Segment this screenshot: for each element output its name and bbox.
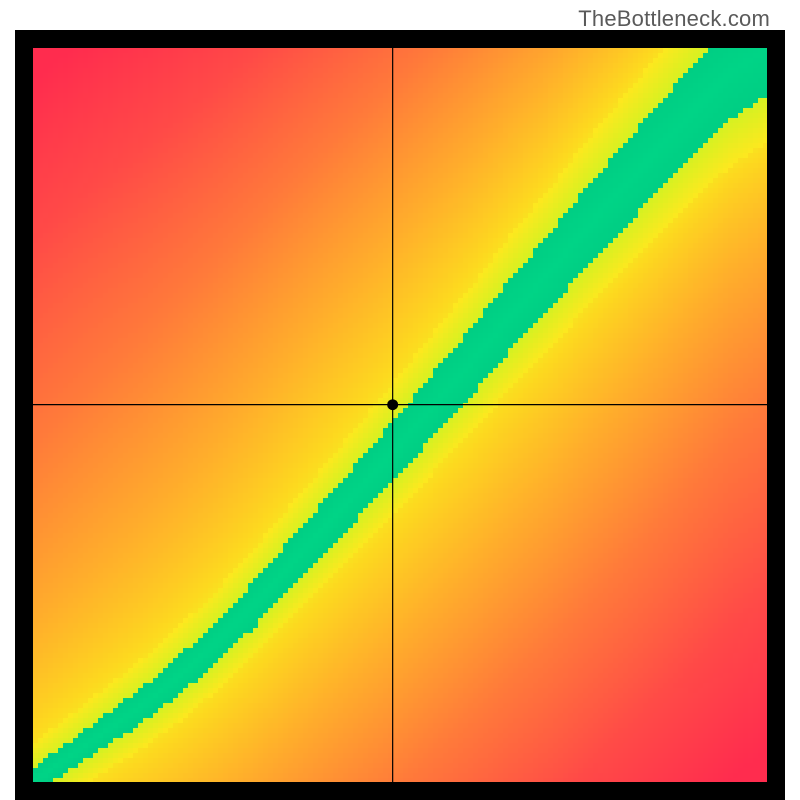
heatmap-canvas bbox=[15, 30, 785, 800]
heatmap-plot bbox=[15, 30, 785, 800]
chart-container: TheBottleneck.com bbox=[0, 0, 800, 800]
watermark-text: TheBottleneck.com bbox=[578, 6, 770, 32]
